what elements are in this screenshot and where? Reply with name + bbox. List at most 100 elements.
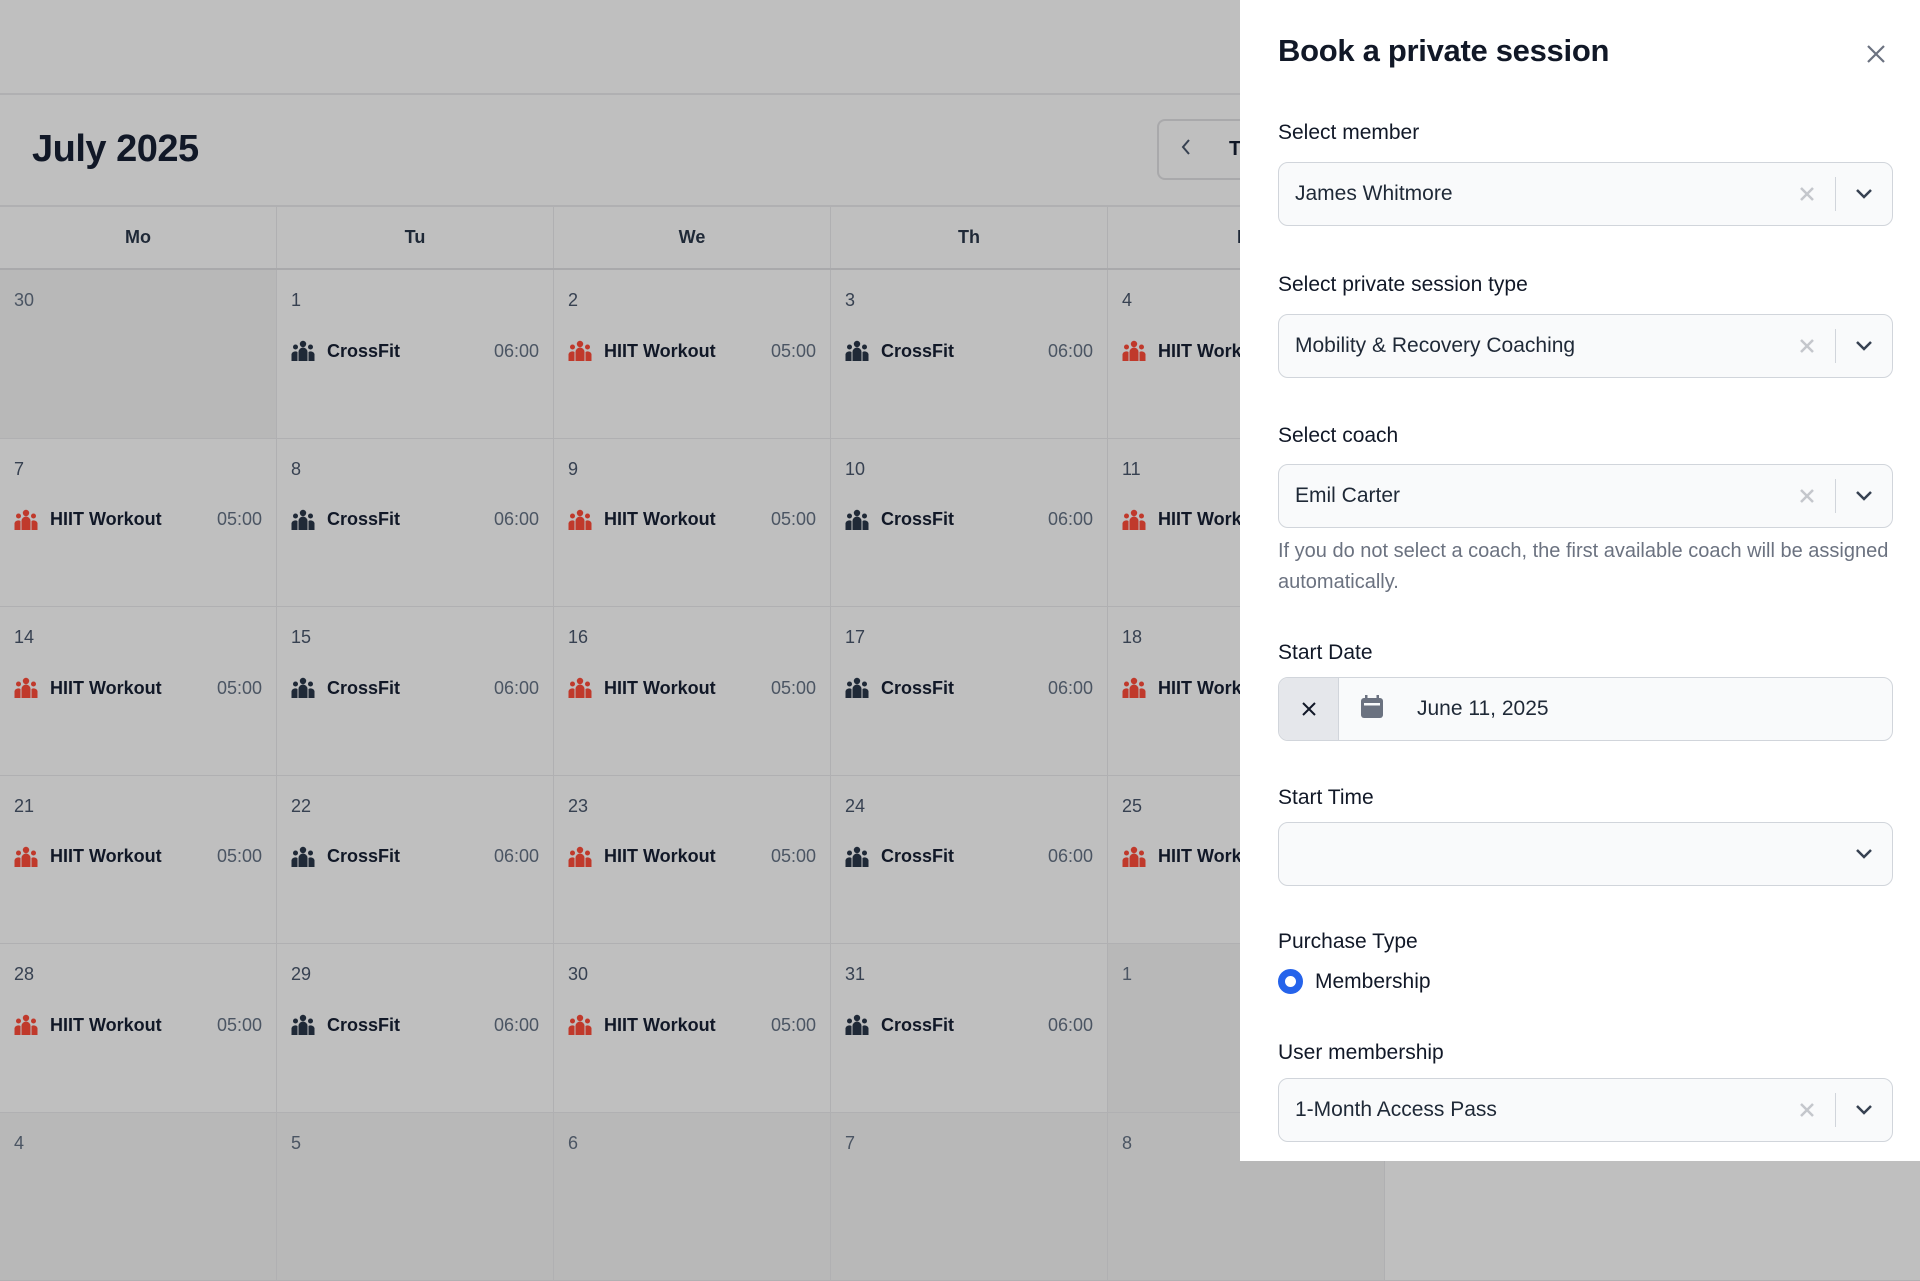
event-name: CrossFit xyxy=(881,1015,1048,1036)
day-cell[interactable]: 31 CrossFit 06:00 xyxy=(831,944,1108,1112)
event-item[interactable]: HIIT Workout 05:00 xyxy=(568,509,816,531)
event-name: HIIT Workout xyxy=(604,846,771,867)
day-number: 3 xyxy=(845,290,1093,311)
event-item[interactable]: HIIT Workout 05:00 xyxy=(568,340,816,362)
event-item[interactable]: CrossFit 06:00 xyxy=(291,509,539,531)
day-cell[interactable]: 8 CrossFit 06:00 xyxy=(277,439,554,607)
day-cell[interactable]: 7 xyxy=(831,1113,1108,1281)
group-class-icon xyxy=(291,1014,315,1036)
user-membership-label: User membership xyxy=(1278,1041,1444,1065)
start-date-value: June 11, 2025 xyxy=(1417,697,1549,721)
event-name: CrossFit xyxy=(327,341,494,362)
day-cell[interactable]: 23 HIIT Workout 05:00 xyxy=(554,776,831,944)
start-time-select[interactable] xyxy=(1278,822,1893,886)
coach-help-text: If you do not select a coach, the first … xyxy=(1278,536,1893,598)
day-cell[interactable]: 3 CrossFit 06:00 xyxy=(831,270,1108,438)
day-number: 24 xyxy=(845,796,1093,817)
day-cell[interactable]: 1 CrossFit 06:00 xyxy=(277,270,554,438)
event-item[interactable]: CrossFit 06:00 xyxy=(291,340,539,362)
event-item[interactable]: CrossFit 06:00 xyxy=(291,677,539,699)
event-name: CrossFit xyxy=(881,341,1048,362)
member-select[interactable]: James Whitmore xyxy=(1278,162,1893,226)
day-cell[interactable]: 22 CrossFit 06:00 xyxy=(277,776,554,944)
event-item[interactable]: HIIT Workout 05:00 xyxy=(14,509,262,531)
day-cell[interactable]: 9 HIIT Workout 05:00 xyxy=(554,439,831,607)
day-number: 16 xyxy=(568,627,816,648)
start-date-input[interactable]: June 11, 2025 xyxy=(1278,677,1893,741)
event-item[interactable]: CrossFit 06:00 xyxy=(291,846,539,868)
day-number: 30 xyxy=(568,964,816,985)
radio-selected-icon[interactable] xyxy=(1278,969,1303,994)
event-item[interactable]: CrossFit 06:00 xyxy=(845,846,1093,868)
event-name: HIIT Workout xyxy=(604,678,771,699)
group-class-icon xyxy=(845,509,869,531)
day-cell[interactable]: 24 CrossFit 06:00 xyxy=(831,776,1108,944)
event-item[interactable]: HIIT Workout 05:00 xyxy=(14,846,262,868)
event-time: 06:00 xyxy=(494,678,539,699)
day-cell[interactable]: 2 HIIT Workout 05:00 xyxy=(554,270,831,438)
event-name: CrossFit xyxy=(327,1015,494,1036)
chevron-left-icon[interactable] xyxy=(1179,137,1193,163)
event-item[interactable]: HIIT Workout 05:00 xyxy=(14,1014,262,1036)
chevron-down-icon[interactable] xyxy=(1836,848,1892,860)
event-item[interactable]: HIIT Workout 05:00 xyxy=(568,1014,816,1036)
event-time: 06:00 xyxy=(1048,678,1093,699)
clear-date-button[interactable] xyxy=(1279,678,1339,740)
group-class-icon xyxy=(845,1014,869,1036)
day-cell[interactable]: 6 xyxy=(554,1113,831,1281)
event-name: HIIT Workout xyxy=(50,846,217,867)
group-class-icon xyxy=(291,340,315,362)
day-cell[interactable]: 28 HIIT Workout 05:00 xyxy=(0,944,277,1112)
group-class-icon xyxy=(568,677,592,699)
day-cell[interactable]: 7 HIIT Workout 05:00 xyxy=(0,439,277,607)
event-item[interactable]: HIIT Workout 05:00 xyxy=(568,677,816,699)
session-type-label: Select private session type xyxy=(1278,273,1528,297)
coach-select[interactable]: Emil Carter xyxy=(1278,464,1893,528)
day-cell[interactable]: 14 HIIT Workout 05:00 xyxy=(0,607,277,775)
clear-icon[interactable] xyxy=(1779,315,1835,377)
drawer-title: Book a private session xyxy=(1278,33,1609,69)
event-item[interactable]: HIIT Workout 05:00 xyxy=(568,846,816,868)
day-cell[interactable]: 4 xyxy=(0,1113,277,1281)
event-item[interactable]: CrossFit 06:00 xyxy=(845,509,1093,531)
chevron-down-icon[interactable] xyxy=(1836,490,1892,502)
day-cell[interactable]: 17 CrossFit 06:00 xyxy=(831,607,1108,775)
clear-icon[interactable] xyxy=(1779,163,1835,225)
close-icon[interactable] xyxy=(1862,40,1890,68)
day-cell[interactable]: 21 HIIT Workout 05:00 xyxy=(0,776,277,944)
event-time: 05:00 xyxy=(771,846,816,867)
chevron-down-icon[interactable] xyxy=(1836,188,1892,200)
group-class-icon xyxy=(1122,509,1146,531)
day-number: 2 xyxy=(568,290,816,311)
group-class-icon xyxy=(14,677,38,699)
event-name: HIIT Workout xyxy=(50,1015,217,1036)
day-cell[interactable]: 30 HIIT Workout 05:00 xyxy=(554,944,831,1112)
chevron-down-icon[interactable] xyxy=(1836,340,1892,352)
user-membership-select[interactable]: 1-Month Access Pass xyxy=(1278,1078,1893,1142)
day-cell[interactable]: 15 CrossFit 06:00 xyxy=(277,607,554,775)
event-name: HIIT Workout xyxy=(50,678,217,699)
day-cell[interactable]: 30 xyxy=(0,270,277,438)
day-cell[interactable]: 10 CrossFit 06:00 xyxy=(831,439,1108,607)
day-number: 29 xyxy=(291,964,539,985)
day-number: 5 xyxy=(291,1133,539,1154)
event-time: 05:00 xyxy=(217,846,262,867)
event-item[interactable]: HIIT Workout 05:00 xyxy=(14,677,262,699)
chevron-down-icon[interactable] xyxy=(1836,1104,1892,1116)
day-cell[interactable]: 5 xyxy=(277,1113,554,1281)
day-cell[interactable]: 16 HIIT Workout 05:00 xyxy=(554,607,831,775)
event-time: 05:00 xyxy=(771,678,816,699)
event-item[interactable]: CrossFit 06:00 xyxy=(845,340,1093,362)
event-item[interactable]: CrossFit 06:00 xyxy=(291,1014,539,1036)
session-type-select[interactable]: Mobility & Recovery Coaching xyxy=(1278,314,1893,378)
clear-icon[interactable] xyxy=(1779,1079,1835,1141)
event-item[interactable]: CrossFit 06:00 xyxy=(845,1014,1093,1036)
event-item[interactable]: CrossFit 06:00 xyxy=(845,677,1093,699)
day-cell[interactable]: 29 CrossFit 06:00 xyxy=(277,944,554,1112)
purchase-type-membership-radio[interactable]: Membership xyxy=(1278,969,1431,994)
group-class-icon xyxy=(291,846,315,868)
day-number: 9 xyxy=(568,459,816,480)
calendar-icon xyxy=(1359,694,1385,725)
group-class-icon xyxy=(291,509,315,531)
clear-icon[interactable] xyxy=(1779,465,1835,527)
